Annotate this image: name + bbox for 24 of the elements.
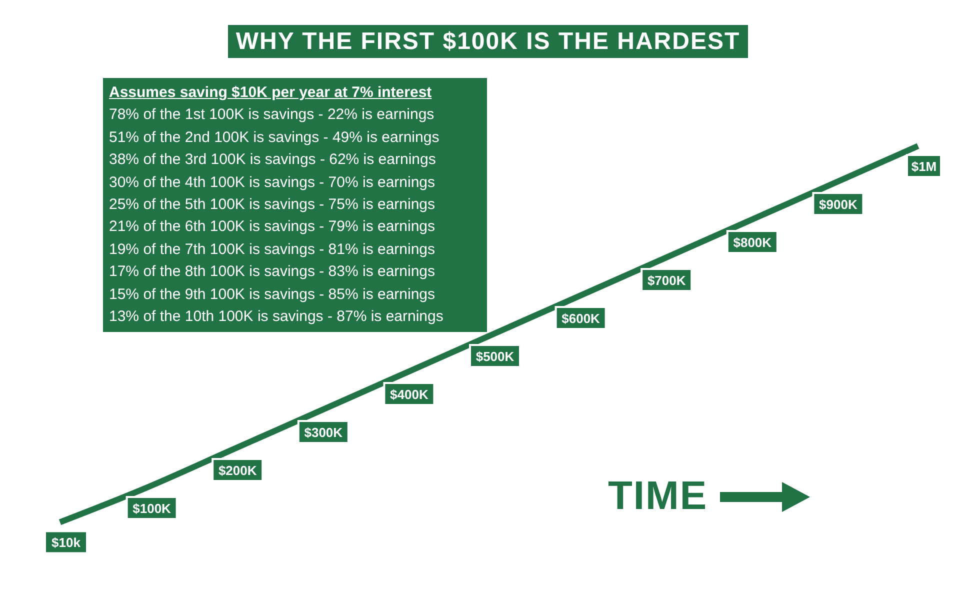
annotation: 38% of the 3rd 100K is savings - 62% is earnings	[109, 150, 437, 170]
x-axis-title: TIME	[608, 474, 708, 519]
data-label: $800K	[733, 235, 772, 250]
annotation: 25% of the 5th 100K is savings - 75% is earnings	[109, 195, 436, 216]
text: Assumes saving $10K per year at 7% interest	[109, 84, 432, 101]
data-label: $300K	[304, 425, 344, 440]
data-label: $200K	[218, 463, 258, 478]
data-label: $700K	[647, 273, 686, 288]
text: 78% of the 1st 100K is savings - 22% is earnings	[109, 106, 434, 124]
data-label: $10k	[52, 535, 82, 550]
data-label: $900K	[819, 197, 858, 212]
data-label: $400K	[390, 387, 429, 402]
annotation: 19% of the 7th 100K is savings - 81% is earnings	[109, 240, 436, 260]
data-label: $100K	[132, 501, 172, 516]
data-label: $1M	[911, 159, 937, 174]
annotation: 15% of the 9th 100K is savings - 85% is earnings	[109, 284, 436, 305]
annotation: 30% of the 4th 100K is savings - 70% is earnings	[109, 172, 436, 193]
text: 51% of the 2nd 100K is savings - 49% is earnings	[109, 128, 440, 146]
data-label: $500K	[476, 349, 515, 364]
annotation: 13% of the 10th 100K is savings - 87% is earnings	[109, 307, 444, 328]
annotation: 17% of the 8th 100K is savings - 83% is earnings	[109, 262, 436, 282]
data-label: $600K	[562, 311, 601, 326]
annotation: 21% of the 6th 100K is savings - 79% is earnings	[109, 217, 436, 238]
chart-title: WHY THE FIRST $100K IS THE HARDEST	[228, 25, 748, 58]
